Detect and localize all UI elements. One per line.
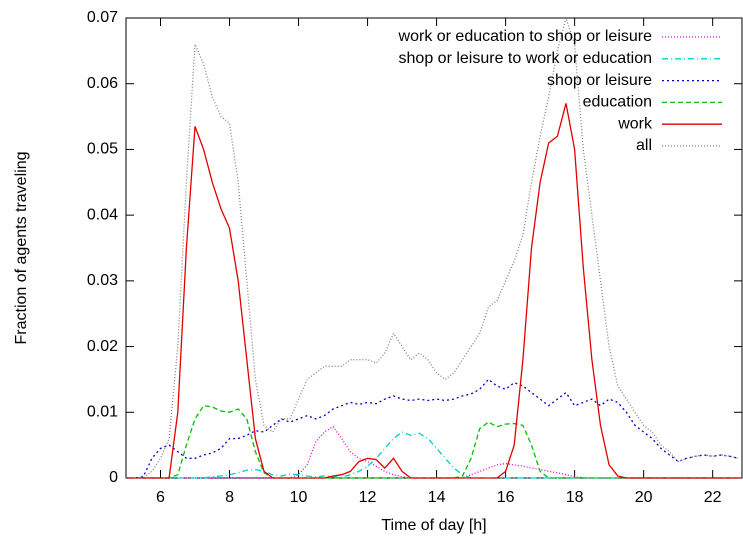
y-tick-label: 0.05 xyxy=(87,141,118,158)
x-tick-label: 14 xyxy=(428,489,446,506)
y-tick-label: 0.01 xyxy=(87,404,118,421)
legend-label: education xyxy=(583,94,652,111)
y-tick-label: 0.02 xyxy=(87,338,118,355)
x-tick-label: 8 xyxy=(225,489,234,506)
legend-label: shop or leisure to work or education xyxy=(399,50,652,67)
x-tick-label: 18 xyxy=(566,489,584,506)
y-tick-label: 0.07 xyxy=(87,9,118,26)
y-tick-label: 0.04 xyxy=(87,206,118,223)
x-tick-label: 20 xyxy=(635,489,653,506)
y-axis-label: Fraction of agents traveling xyxy=(13,152,30,345)
series-line xyxy=(126,431,739,479)
x-tick-label: 22 xyxy=(704,489,722,506)
legend-label: shop or leisure xyxy=(547,72,652,89)
series-line xyxy=(126,378,739,479)
series-line xyxy=(126,425,739,479)
legend-label: work or education to shop or leisure xyxy=(398,28,653,45)
x-tick-label: 16 xyxy=(497,489,515,506)
series-line xyxy=(126,404,739,479)
y-tick-label: 0.03 xyxy=(87,272,118,289)
y-tick-label: 0 xyxy=(109,469,118,486)
legend-label: all xyxy=(636,137,652,154)
legend-label: work xyxy=(617,115,653,132)
plot-area xyxy=(126,17,739,479)
y-tick-label: 0.06 xyxy=(87,75,118,92)
series-line xyxy=(126,103,739,479)
x-axis-label: Time of day [h] xyxy=(381,517,486,534)
x-tick-label: 10 xyxy=(290,489,308,506)
x-tick-label: 12 xyxy=(359,489,377,506)
x-tick-label: 6 xyxy=(156,489,165,506)
series-line xyxy=(126,17,739,479)
